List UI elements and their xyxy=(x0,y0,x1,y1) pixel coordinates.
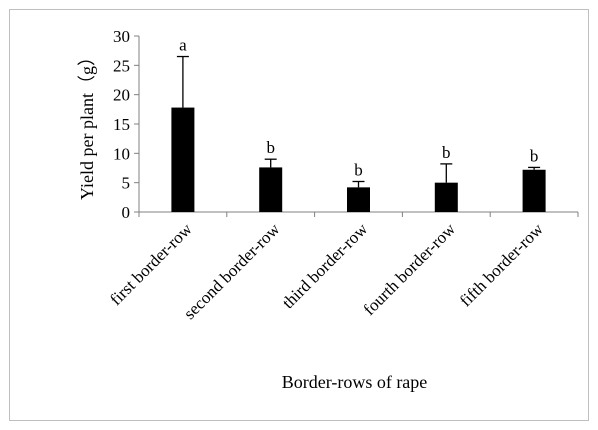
significance-letter: b xyxy=(530,146,539,165)
significance-letter: a xyxy=(179,36,187,55)
bar xyxy=(259,167,283,212)
y-tick-label: 0 xyxy=(122,203,131,222)
x-tick-label: fifth border-row xyxy=(456,219,547,310)
y-tick-label: 30 xyxy=(113,27,130,46)
error-bars xyxy=(176,55,541,188)
y-tick-label: 10 xyxy=(113,144,130,163)
x-axis-title: Border-rows of rape xyxy=(282,372,428,392)
bar xyxy=(347,187,370,212)
bars xyxy=(171,107,546,212)
significance-letter: b xyxy=(266,138,275,157)
significance-letters: a b b b b xyxy=(179,36,538,180)
x-tick-label: third border-row xyxy=(278,219,371,312)
x-tick-label: fourth border-row xyxy=(359,219,459,319)
y-axis-ticks: 0 5 10 15 20 25 30 xyxy=(113,27,139,222)
bar xyxy=(434,182,458,212)
significance-letter: b xyxy=(442,143,451,162)
y-tick-label: 5 xyxy=(122,174,131,193)
x-tick-label: second border-row xyxy=(180,219,284,323)
y-tick-label: 20 xyxy=(113,86,130,105)
y-axis-title: Yield per plant（g） xyxy=(77,48,97,200)
bar xyxy=(171,107,195,212)
bar xyxy=(522,169,546,212)
y-tick-label: 25 xyxy=(113,56,130,75)
significance-letter: b xyxy=(354,160,363,179)
y-tick-label: 15 xyxy=(113,115,130,134)
chart-frame xyxy=(9,9,589,421)
x-tick-label: first border-row xyxy=(106,219,196,309)
